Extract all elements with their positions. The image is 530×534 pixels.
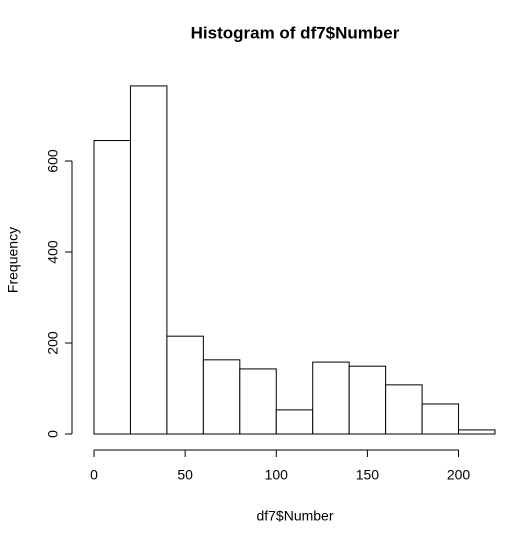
x-tick-label: 150 bbox=[356, 467, 380, 483]
bar bbox=[202, 359, 241, 435]
bar bbox=[458, 429, 496, 435]
bar bbox=[239, 368, 277, 435]
bar bbox=[421, 403, 460, 435]
bar bbox=[385, 384, 423, 435]
y-axis-label: Frequency bbox=[5, 227, 21, 293]
y-tick-label: 0 bbox=[45, 430, 61, 438]
x-axis-label: df7$Number bbox=[256, 508, 333, 524]
x-tick-label: 0 bbox=[90, 467, 98, 483]
bar bbox=[166, 335, 204, 435]
bar bbox=[93, 140, 131, 435]
bar bbox=[312, 361, 350, 435]
y-tick-label: 200 bbox=[45, 331, 61, 355]
y-tick-label: 400 bbox=[45, 240, 61, 264]
bar bbox=[129, 85, 168, 435]
x-tick-label: 200 bbox=[447, 467, 471, 483]
y-tick-label: 600 bbox=[45, 149, 61, 173]
x-tick-label: 100 bbox=[265, 467, 289, 483]
chart-title: Histogram of df7$Number bbox=[191, 23, 400, 42]
bar bbox=[275, 409, 314, 435]
bar bbox=[348, 365, 387, 435]
x-tick-label: 50 bbox=[177, 467, 193, 483]
